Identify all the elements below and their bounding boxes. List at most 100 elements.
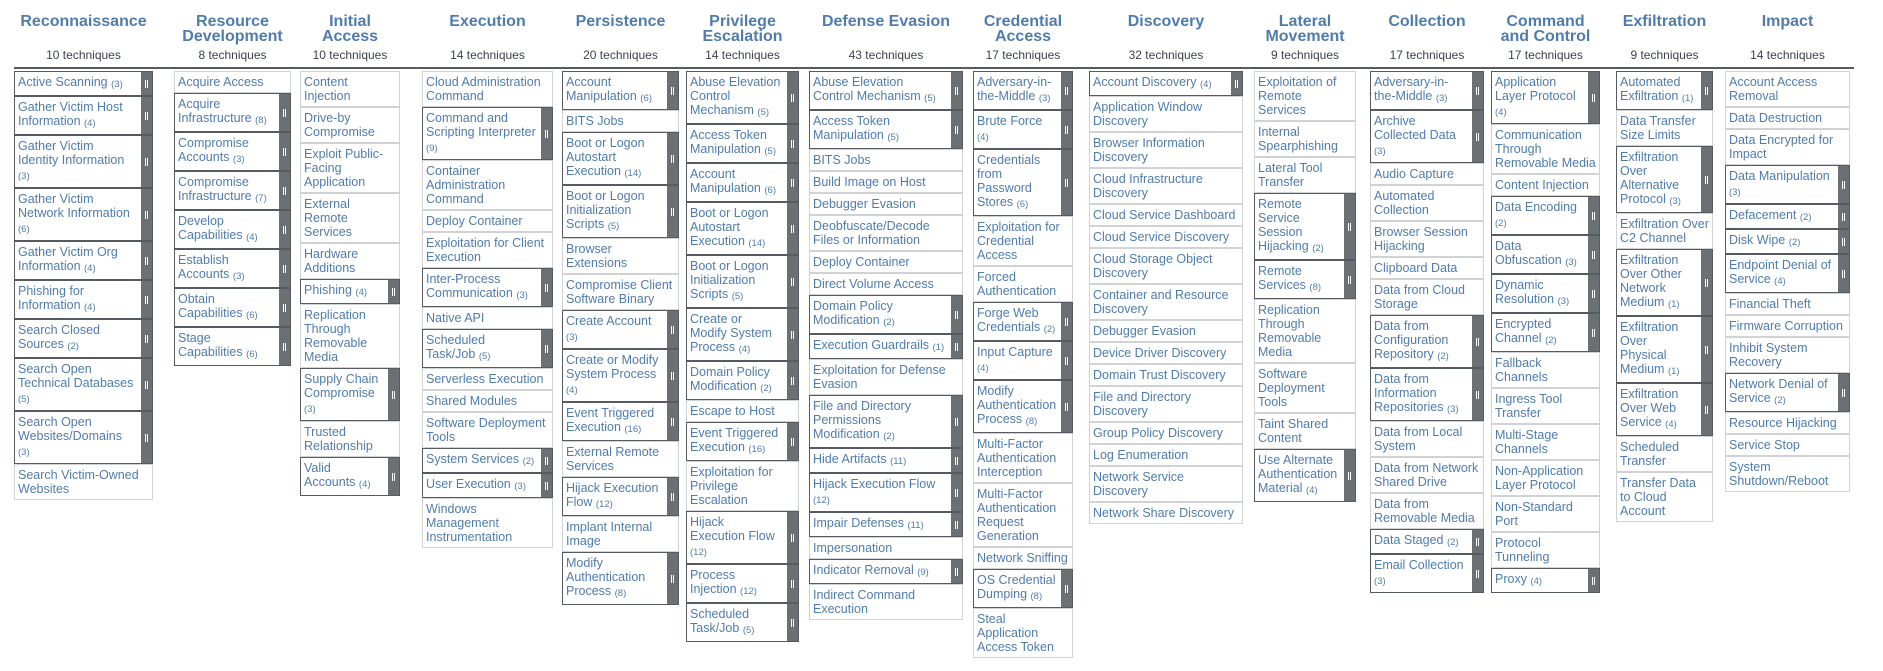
expand-subtechniques-icon[interactable] [787,512,798,563]
technique-cell[interactable]: Adversary-in-the-Middle (3) [1370,71,1484,110]
expand-subtechniques-icon[interactable] [1838,166,1849,203]
tactic-name[interactable]: Reconnaissance [14,14,153,29]
technique-cell[interactable]: Remote Service Session Hijacking (2) [1254,193,1356,260]
expand-subtechniques-icon[interactable] [1838,230,1849,253]
technique-cell[interactable]: Automated Collection [1370,185,1484,221]
expand-subtechniques-icon[interactable] [667,186,678,237]
expand-subtechniques-icon[interactable] [279,94,290,131]
technique-cell[interactable]: Steal Application Access Token [973,608,1073,658]
technique-cell[interactable]: Exfiltration Over Alternative Protocol (… [1616,146,1713,213]
expand-subtechniques-icon[interactable] [1061,342,1072,379]
expand-subtechniques-icon[interactable] [951,296,962,333]
expand-subtechniques-icon[interactable] [141,97,152,134]
technique-cell[interactable]: Acquire Infrastructure (8) [174,93,291,132]
technique-cell[interactable]: Active Scanning (3) [14,71,153,96]
expand-subtechniques-icon[interactable] [141,189,152,240]
technique-cell[interactable]: Replication Through Removable Media [1254,299,1356,363]
technique-cell[interactable]: Credentials from Password Stores (6) [973,149,1073,216]
technique-cell[interactable]: Abuse Elevation Control Mechanism (5) [809,71,963,110]
technique-cell[interactable]: Windows Management Instrumentation [422,498,553,548]
technique-cell[interactable]: Scheduled Task/Job (5) [422,329,553,368]
technique-cell[interactable]: Impersonation [809,537,963,559]
expand-subtechniques-icon[interactable] [667,72,678,109]
technique-cell[interactable]: Exploitation for Credential Access [973,216,1073,266]
technique-cell[interactable]: Hijack Execution Flow (12) [562,477,679,516]
technique-cell[interactable]: Impair Defenses (11) [809,512,963,537]
technique-cell[interactable]: Account Access Removal [1725,71,1850,107]
technique-cell[interactable]: Transfer Data to Cloud Account [1616,472,1713,522]
technique-cell[interactable]: Create or Modify System Process (4) [562,349,679,402]
technique-cell[interactable]: Data from Configuration Repository (2) [1370,315,1484,368]
technique-cell[interactable]: Application Layer Protocol (4) [1491,71,1600,124]
technique-cell[interactable]: Modify Authentication Process (8) [973,380,1073,433]
expand-subtechniques-icon[interactable] [1344,450,1355,501]
technique-cell[interactable]: Forced Authentication [973,266,1073,302]
technique-cell[interactable]: Browser Session Hijacking [1370,221,1484,257]
expand-subtechniques-icon[interactable] [541,108,552,159]
expand-subtechniques-icon[interactable] [1838,255,1849,292]
technique-cell[interactable]: Account Manipulation (6) [562,71,679,110]
technique-cell[interactable]: File and Directory Permissions Modificat… [809,395,963,448]
technique-cell[interactable]: Input Capture (4) [973,341,1073,380]
tactic-name[interactable]: Initial Access [300,14,400,44]
technique-cell[interactable]: Event Triggered Execution (16) [686,422,799,461]
technique-cell[interactable]: Boot or Logon Autostart Execution (14) [562,132,679,185]
technique-cell[interactable]: External Remote Services [562,441,679,477]
technique-cell[interactable]: Application Window Discovery [1089,96,1243,132]
expand-subtechniques-icon[interactable] [1701,317,1712,382]
technique-cell[interactable]: Abuse Elevation Control Mechanism (5) [686,71,799,124]
expand-subtechniques-icon[interactable] [141,72,152,95]
technique-cell[interactable]: Financial Theft [1725,293,1850,315]
technique-cell[interactable]: Cloud Storage Object Discovery [1089,248,1243,284]
expand-subtechniques-icon[interactable] [279,289,290,326]
technique-cell[interactable]: Compromise Infrastructure (7) [174,171,291,210]
technique-cell[interactable]: Account Manipulation (6) [686,163,799,202]
technique-cell[interactable]: Gather Victim Host Information (4) [14,96,153,135]
technique-cell[interactable]: Account Discovery (4) [1089,71,1243,96]
expand-subtechniques-icon[interactable] [1472,72,1483,109]
technique-cell[interactable]: Domain Policy Modification (2) [809,295,963,334]
technique-cell[interactable]: Data from Removable Media [1370,493,1484,529]
expand-subtechniques-icon[interactable] [1472,111,1483,162]
technique-cell[interactable]: Escape to Host [686,400,799,422]
technique-cell[interactable]: Deploy Container [422,210,553,232]
technique-cell[interactable]: Boot or Logon Initialization Scripts (5) [686,255,799,308]
technique-cell[interactable]: Device Driver Discovery [1089,342,1243,364]
technique-cell[interactable]: Browser Extensions [562,238,679,274]
technique-cell[interactable]: Exploitation for Defense Evasion [809,359,963,395]
expand-subtechniques-icon[interactable] [667,133,678,184]
technique-cell[interactable]: Deobfuscate/Decode Files or Information [809,215,963,251]
technique-cell[interactable]: Gather Victim Org Information (4) [14,241,153,280]
technique-cell[interactable]: Search Open Websites/Domains (3) [14,411,153,464]
technique-cell[interactable]: Indicator Removal (9) [809,559,963,584]
expand-subtechniques-icon[interactable] [1344,194,1355,259]
technique-cell[interactable]: Exploitation for Privilege Escalation [686,461,799,511]
technique-cell[interactable]: Content Injection [1491,174,1600,196]
technique-cell[interactable]: Exploit Public-Facing Application [300,143,400,193]
technique-cell[interactable]: Gather Victim Identity Information (3) [14,135,153,188]
technique-cell[interactable]: Non-Standard Port [1491,496,1600,532]
technique-cell[interactable]: Multi-Factor Authentication Request Gene… [973,483,1073,547]
technique-cell[interactable]: Acquire Access [174,71,291,93]
technique-cell[interactable]: Event Triggered Execution (16) [562,402,679,441]
expand-subtechniques-icon[interactable] [787,604,798,641]
technique-cell[interactable]: Network Denial of Service (2) [1725,373,1850,412]
expand-subtechniques-icon[interactable] [1701,250,1712,315]
expand-subtechniques-icon[interactable] [667,350,678,401]
tactic-name[interactable]: Privilege Escalation [686,14,799,44]
technique-cell[interactable]: Direct Volume Access [809,273,963,295]
expand-subtechniques-icon[interactable] [1701,72,1712,109]
technique-cell[interactable]: Data Obfuscation (3) [1491,235,1600,274]
technique-cell[interactable]: System Shutdown/Reboot [1725,456,1850,492]
technique-cell[interactable]: OS Credential Dumping (8) [973,569,1073,608]
technique-cell[interactable]: Network Service Discovery [1089,466,1243,502]
technique-cell[interactable]: Data Encrypted for Impact [1725,129,1850,165]
expand-subtechniques-icon[interactable] [279,328,290,365]
technique-cell[interactable]: Establish Accounts (3) [174,249,291,288]
expand-subtechniques-icon[interactable] [141,136,152,187]
technique-cell[interactable]: Exploitation of Remote Services [1254,71,1356,121]
tactic-name[interactable]: Credential Access [973,14,1073,44]
expand-subtechniques-icon[interactable] [279,211,290,248]
technique-cell[interactable]: BITS Jobs [809,149,963,171]
technique-cell[interactable]: Exfiltration Over Other Network Medium (… [1616,249,1713,316]
